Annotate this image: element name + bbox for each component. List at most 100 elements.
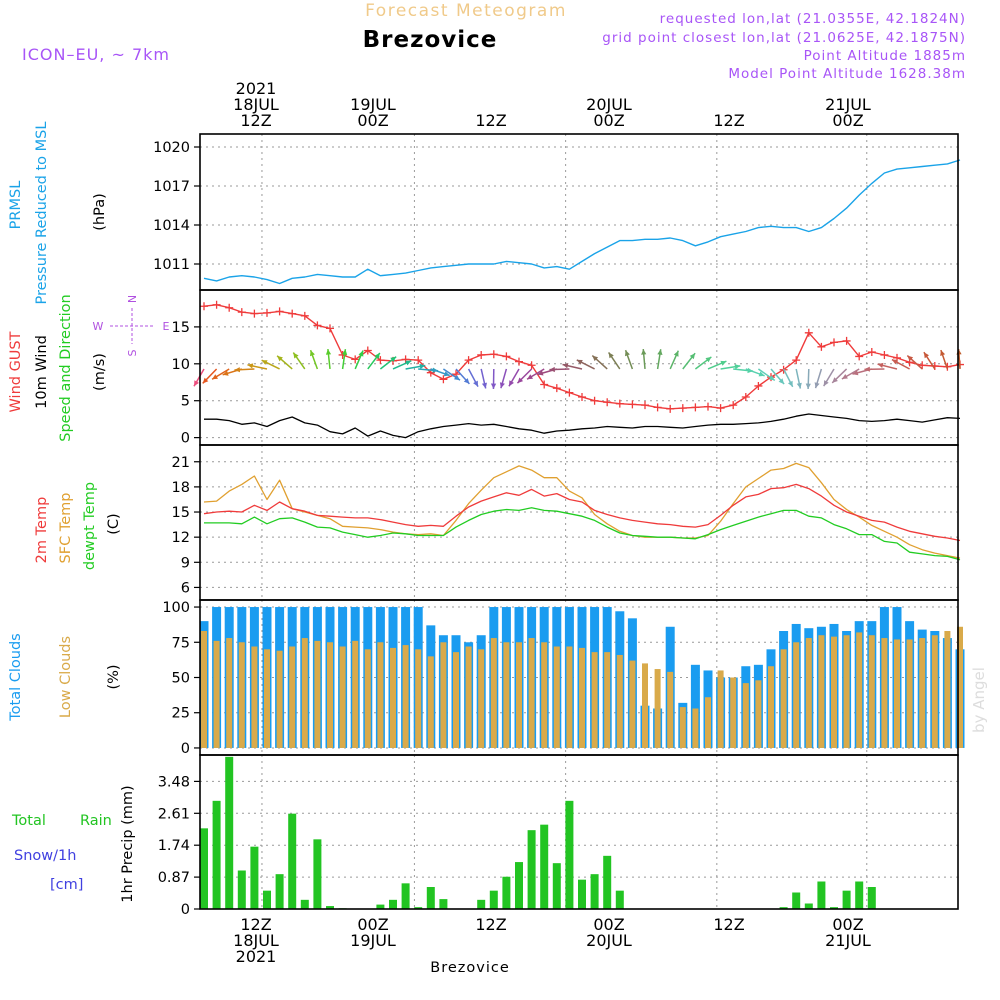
bottom-time-label: 21JUL [825,931,871,950]
wind-arrow [576,359,595,370]
gust-marker [817,342,826,351]
wind-arrow [392,360,412,370]
series-lines [203,159,961,561]
wind-arrow [562,363,583,370]
precip-bar [565,800,574,909]
bottom-time-label: 12Z [240,915,271,934]
gust-marker [464,356,473,365]
low-clouds-bar [516,642,522,748]
pressure-ytick-label: 1020 [153,140,190,156]
gust-marker [678,404,687,413]
top-time-label: 18JUL [233,95,279,114]
gust-marker [250,309,259,318]
wind-ytick-label: 15 [172,320,190,336]
wind-arrow [247,363,268,370]
precip-bar [237,870,246,909]
precip-bar [527,830,536,909]
precip-ytick-label: 3.48 [158,774,190,790]
low-clouds-bar [478,649,485,748]
precip-bar [830,907,838,909]
low-clouds-bar [213,640,220,748]
gust-marker [237,308,246,317]
low-clouds-bar [251,646,258,748]
precip-ytick-label: 0 [181,902,190,918]
wind-speed-line [204,413,961,439]
temp-sfc-label: SFC Temp [58,493,74,564]
grid-lines [200,134,958,910]
gust-marker [225,303,234,312]
low-clouds-bar [654,669,661,748]
pressure-line [203,159,961,285]
bottom-time-label: 20JUL [586,931,632,950]
temp-dewpt-label: dewpt Temp [82,482,98,570]
pressure-label: Pressure Reduced to MSL [34,122,50,305]
gust-marker [565,388,574,397]
gust-marker [691,403,700,412]
low-clouds-bar [793,642,800,748]
gust-marker [842,336,851,345]
temp-unit-label: (C) [106,513,122,534]
low-clouds-bar [856,632,863,748]
prmsl-label: PRMSL [8,181,24,230]
wind-arrow [193,368,205,387]
compass-east: E [163,320,170,333]
wind-arrow [891,358,910,370]
gust-marker [729,401,738,410]
wind-arrow [795,368,802,389]
low-clouds-bar [957,626,963,748]
bottom-time-label: 19JUL [350,931,396,950]
compass-north: N [126,295,139,303]
low-clouds-bar [642,663,648,748]
precip-bar [855,881,864,909]
low-clouds-bar [881,638,888,748]
precip-ytick-label: 1.74 [158,838,190,854]
low-clouds-bar [390,647,396,748]
low-clouds-bar [818,635,825,748]
low-clouds-bar [616,654,623,748]
low-clouds-bar [931,635,938,748]
wind-arrow [682,352,696,370]
gust-marker [704,402,712,411]
gust-marker [804,328,813,337]
top-time-label: 00Z [593,111,624,130]
top-time-label: 00Z [832,111,863,130]
low-clouds-bar [503,642,510,748]
low-clouds-bar [402,645,409,748]
low-clouds-bar [591,652,598,748]
gust-marker [603,398,612,407]
model-point-altitude: Model Point Altitude 1628.38m [728,66,966,82]
total-rain-label: Total [11,813,46,829]
low-clouds-bar [768,666,774,748]
top-time-label: 00Z [357,111,388,130]
low-clouds-bar [755,680,762,748]
wind-arrow [956,348,962,370]
low-clouds-bar [276,650,283,748]
gust-marker [200,302,208,311]
top-time-label: 2021 [236,79,277,98]
wind-arrow [276,355,293,370]
top-time-label: 12Z [240,111,271,130]
gust-marker [578,393,586,402]
wind-ytick-label: 0 [181,431,190,447]
gust-marker [477,350,486,359]
top-time-label: 12Z [475,111,506,130]
low-clouds-bar [843,635,850,748]
wind-arrow [831,368,848,384]
precip-bar [515,862,523,909]
axis-ticks: 1011 1014 1017 1020 0 5 10 15 6 9 12 15 18 21 0 25 50 75 1… [153,140,200,918]
low-clouds-bar [364,649,371,748]
snow-unit-label: [cm] [50,877,83,893]
wind-arrow [720,364,741,370]
wind-arrow [499,368,508,389]
low-clouds-bar [705,697,711,748]
gust-marker [540,380,549,389]
gust-marker [515,357,523,366]
clouds-ytick-label: 75 [172,635,190,651]
precip-ytick-label: 2.61 [158,806,190,822]
gust-marker [653,403,662,412]
precip-bar [540,824,549,909]
gust-marker [263,308,271,317]
low-clouds-bar [553,646,560,748]
gust-marker [716,404,725,413]
